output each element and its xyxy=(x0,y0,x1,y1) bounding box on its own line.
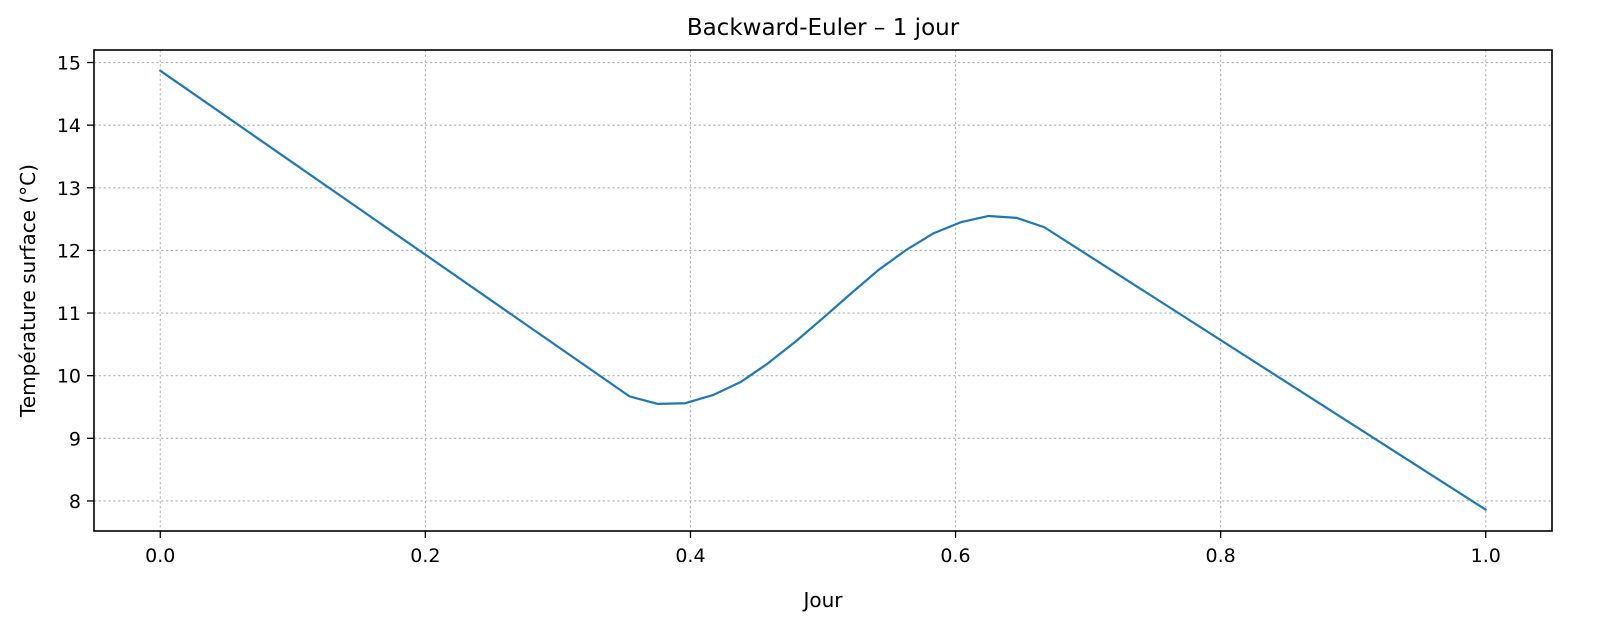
grid-layer xyxy=(94,50,1552,531)
y-tick-label: 11 xyxy=(57,303,81,325)
y-axis-label: Température surface (°C) xyxy=(16,164,40,418)
x-tick-label: 0.4 xyxy=(675,545,705,567)
y-tick-label: 9 xyxy=(69,428,81,450)
series-layer xyxy=(159,69,1487,511)
x-tick-label: 0.0 xyxy=(145,545,175,567)
temperature-series-line xyxy=(159,69,1487,511)
y-tick-label: 10 xyxy=(57,366,81,388)
tick-layer: 0.0 0.2 0.4 0.6 0.8 1.0 8 9 10 11 12 13 14 15 xyxy=(57,53,1501,567)
y-tick-label: 15 xyxy=(57,53,81,75)
plot-frame xyxy=(93,49,1553,532)
x-tick-label: 1.0 xyxy=(1471,545,1501,567)
y-tick-label: 14 xyxy=(57,115,81,137)
x-tick-label: 0.6 xyxy=(940,545,970,567)
x-tick-label: 0.2 xyxy=(410,545,440,567)
chart-title: Backward-Euler – 1 jour xyxy=(687,15,960,41)
y-tick-label: 13 xyxy=(57,178,81,200)
x-axis-label: Jour xyxy=(801,588,843,612)
y-tick-label: 8 xyxy=(69,491,81,513)
x-tick-label: 0.8 xyxy=(1206,545,1236,567)
y-tick-label: 12 xyxy=(57,240,81,262)
